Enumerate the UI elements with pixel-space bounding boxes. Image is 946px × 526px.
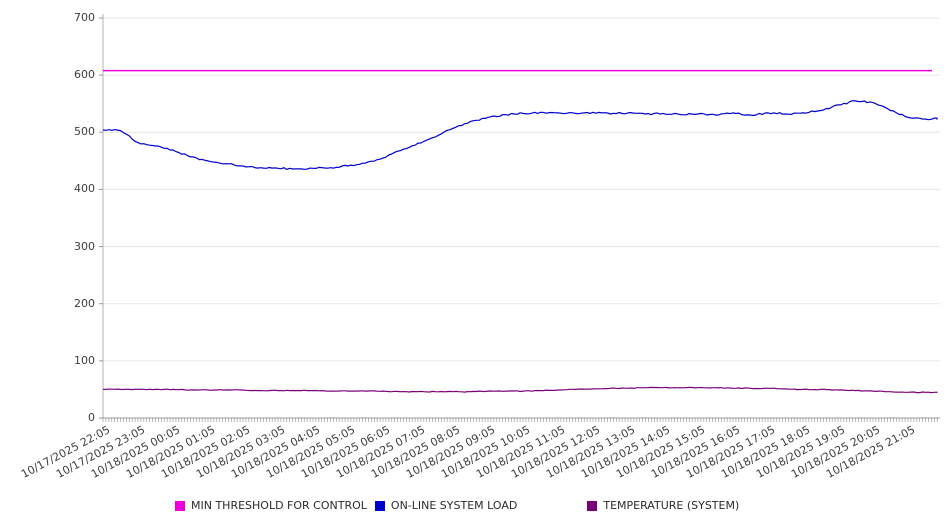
legend-label: TEMPERATURE (SYSTEM) — [603, 499, 740, 512]
y-axis-label: 500 — [74, 125, 95, 139]
y-axis-label: 400 — [74, 182, 95, 196]
y-axis-label: 0 — [88, 411, 95, 424]
legend-item-min-threshold: MIN THRESHOLD FOR CONTROL — [175, 499, 367, 512]
legend-label: MIN THRESHOLD FOR CONTROL — [191, 499, 367, 512]
x-axis-minor-ticks — [102, 418, 938, 422]
legend-label: ON-LINE SYSTEM LOAD — [390, 499, 518, 512]
y-axis-label: 700 — [74, 11, 95, 24]
min-threshold-swatch-icon — [175, 500, 185, 511]
y-axis-label: 100 — [74, 353, 95, 367]
temperature-swatch-icon — [587, 500, 598, 511]
chart-canvas — [99, 14, 940, 422]
legend: MIN THRESHOLD FOR CONTROL ON-LINE SYSTEM… — [175, 499, 739, 512]
y-axis-label: 200 — [74, 296, 95, 310]
series-line-temperature — [102, 386, 938, 394]
y-axis-label: 600 — [74, 68, 95, 82]
series-line-system-load — [102, 100, 938, 170]
y-axis-label: 300 — [74, 239, 95, 253]
legend-item-system-load: ON-LINE SYSTEM LOAD — [374, 499, 518, 512]
legend-item-temperature: TEMPERATURE (SYSTEM) — [587, 499, 739, 512]
system-load-swatch-icon — [374, 500, 385, 511]
